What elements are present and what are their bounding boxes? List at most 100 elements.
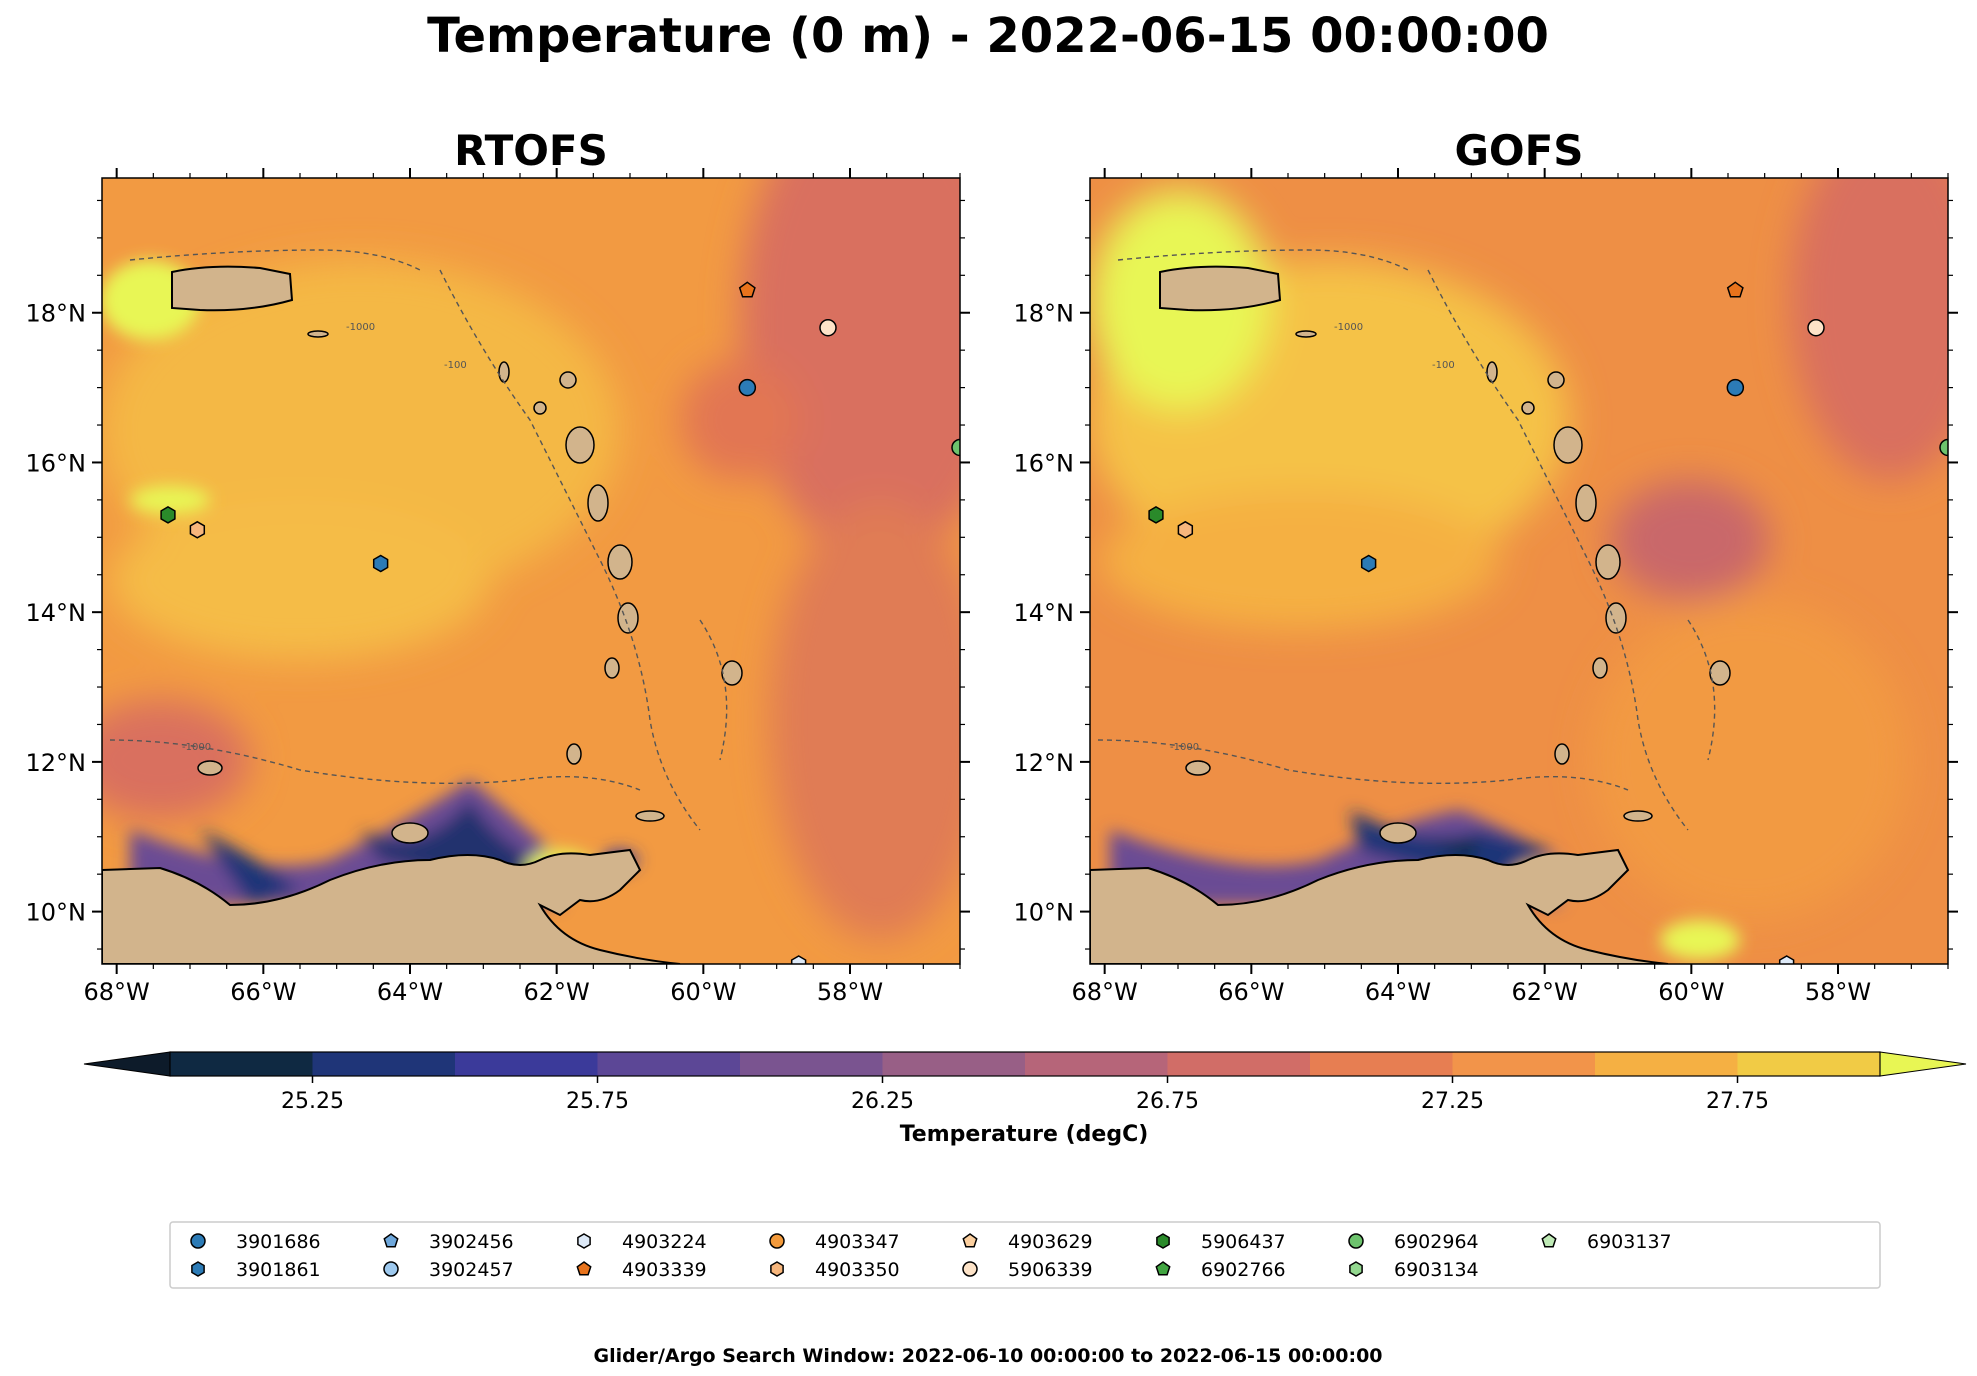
colorbar-segment [597, 1052, 741, 1076]
platform-marker-6902964 [1939, 438, 1948, 457]
contour-label-rtofs-3: -1000 [182, 742, 211, 753]
legend-label-3902457: 3902457 [429, 1259, 514, 1281]
land-lesser-antilles-gofs [1185, 330, 1731, 844]
platform-marker-5906437 [1148, 506, 1164, 524]
land-south-america-rtofs [102, 848, 681, 964]
platform-marker-5906339 [1807, 318, 1825, 337]
x-tick-label: 68°W [1072, 978, 1138, 1006]
platform-marker-4903339 [1726, 281, 1744, 298]
figure-title: Temperature (0 m) - 2022-06-15 00:00:00 [427, 8, 1549, 64]
legend-marker-5906437 [1156, 1233, 1170, 1249]
x-tick-label: 58°W [1805, 978, 1871, 1006]
legend-marker-6902766 [1155, 1261, 1171, 1276]
x-tick-label: 62°W [1512, 978, 1578, 1006]
y-tick-label: 16°N [26, 449, 87, 477]
legend-label-5906339: 5906339 [1008, 1259, 1093, 1281]
y-tick-label: 10°N [1014, 899, 1075, 927]
land-south-america-gofs [1090, 848, 1669, 964]
legend-marker-6902964 [1348, 1233, 1364, 1249]
x-tick-label: 64°W [377, 978, 443, 1006]
panel-title-gofs: GOFS [1454, 126, 1583, 175]
x-tick-label: 64°W [1365, 978, 1431, 1006]
contour-label-gofs-1: -1000 [1334, 322, 1363, 333]
legend-label-4903350: 4903350 [815, 1259, 900, 1281]
platform-marker-3901861 [372, 554, 389, 573]
platform-marker-3901686 [738, 378, 757, 397]
legend: 3901686 3901861 3902456 3902457 4903224 49033… [190, 1231, 1672, 1281]
temperature-field-rtofs: -1000 -100 -1000 [102, 178, 960, 964]
map-panel-gofs: GOFS [1014, 126, 1958, 1006]
legend-label-6902964: 6902964 [1394, 1231, 1479, 1253]
map-frame-gofs [1089, 177, 1949, 965]
colorbar-tick-label: 27.75 [1706, 1089, 1769, 1114]
colorbar-segment [740, 1052, 883, 1076]
y-tick-label: 18°N [26, 300, 87, 328]
y-tick-label: 16°N [1014, 449, 1075, 477]
platform-marker-5906437 [160, 506, 176, 524]
colorbar-segment [1310, 1052, 1453, 1076]
legend-label-3901686: 3901686 [236, 1231, 321, 1253]
legend-label-4903224: 4903224 [622, 1231, 707, 1253]
contour-label-gofs-3: -1000 [1170, 742, 1199, 753]
y-tick-label: 12°N [1014, 749, 1075, 777]
legend-label-6903134: 6903134 [1394, 1259, 1479, 1281]
platform-marker-4903350 [1177, 520, 1194, 539]
platform-marker-3901686 [1726, 378, 1745, 397]
colorbar-tick-label: 26.25 [851, 1089, 914, 1114]
y-tick-label: 14°N [1014, 599, 1075, 627]
x-tick-label: 68°W [84, 978, 150, 1006]
x-tick-label: 62°W [524, 978, 590, 1006]
colorbar-segment [1025, 1052, 1168, 1076]
map-frame-rtofs [101, 177, 961, 965]
colorbar-extend-over [1879, 1051, 1967, 1077]
legend-label-4903629: 4903629 [1008, 1231, 1093, 1253]
land-puerto-rico-gofs [1159, 265, 1282, 312]
colorbar-segment [1595, 1052, 1738, 1076]
legend-marker-4903350 [770, 1261, 784, 1277]
colorbar-segment [1452, 1052, 1596, 1076]
map-panel-rtofs: RTOFS [26, 126, 970, 1006]
axis-ticks-rtofs: 68°W 66°W 64°W 62°W 60°W 58°W 10°N 12°N 14°N 16°N… [26, 168, 970, 1006]
colorbar-outline [169, 1051, 1881, 1077]
colorbar-tick-label: 25.25 [281, 1089, 344, 1114]
panel-title-rtofs: RTOFS [454, 126, 608, 175]
legend-label-4903347: 4903347 [815, 1231, 900, 1253]
x-tick-label: 58°W [817, 978, 883, 1006]
legend-marker-3902456 [383, 1233, 399, 1248]
legend-marker-3901861 [191, 1261, 205, 1277]
legend-label-4903339: 4903339 [622, 1259, 707, 1281]
x-tick-label: 66°W [1218, 978, 1284, 1006]
colorbar: 25.25 25.75 26.25 26.75 27.25 27.75 [83, 1051, 1967, 1114]
legend-box [169, 1221, 1881, 1289]
platform-marker-4903350 [189, 520, 206, 539]
contour-label-rtofs-1: -1000 [346, 322, 375, 333]
colorbar-segment [1737, 1052, 1881, 1076]
legend-marker-5906339 [962, 1261, 978, 1277]
bathymetry-contours-gofs [1097, 249, 1716, 831]
x-tick-label: 66°W [230, 978, 296, 1006]
y-tick-label: 14°N [26, 599, 87, 627]
legend-marker-4903347 [769, 1233, 785, 1249]
bathymetry-contours-rtofs [109, 249, 728, 831]
colorbar-tick-label: 26.75 [1136, 1089, 1199, 1114]
markers-gofs [1148, 281, 1948, 964]
platform-marker-5906339 [819, 318, 837, 337]
y-tick-label: 18°N [1014, 300, 1075, 328]
platform-marker-6902964 [951, 438, 960, 457]
legend-marker-3901686 [190, 1233, 206, 1249]
legend-label-3901861: 3901861 [236, 1259, 321, 1281]
colorbar-segment [455, 1052, 598, 1076]
legend-label-5906437: 5906437 [1201, 1231, 1286, 1253]
colorbar-tick-label: 25.75 [566, 1089, 629, 1114]
x-tick-label: 60°W [670, 978, 736, 1006]
legend-marker-4903339 [576, 1261, 592, 1276]
colorbar-segment [1167, 1052, 1311, 1076]
axis-ticks-gofs: 68°W 66°W 64°W 62°W 60°W 58°W 10°N 12°N 14°N 16°N… [1014, 168, 1958, 1006]
temperature-field-gofs: -1000 -100 -1000 [1090, 178, 1948, 964]
legend-marker-3902457 [383, 1261, 399, 1277]
markers-rtofs [160, 281, 960, 964]
legend-label-3902456: 3902456 [429, 1231, 514, 1253]
search-window-note: Glider/Argo Search Window: 2022-06-10 00… [593, 1345, 1382, 1367]
colorbar-segment [882, 1052, 1026, 1076]
